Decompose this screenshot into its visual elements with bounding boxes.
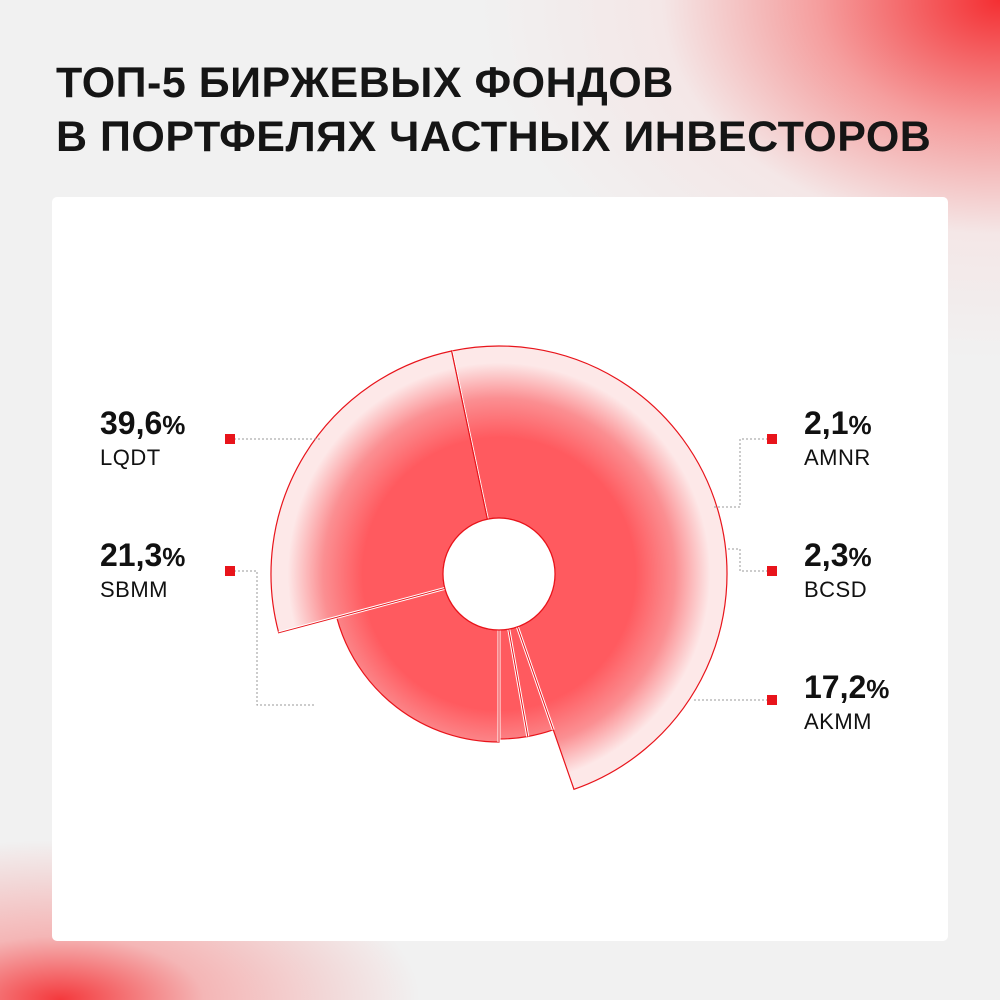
label-lqdt: 39,6% LQDT — [100, 405, 185, 471]
title-line-1: ТОП-5 БИРЖЕВЫХ ФОНДОВ — [56, 59, 674, 107]
label-sbmm: 21,3% SBMM — [100, 537, 185, 603]
label-amnr: 2,1% AMNR — [804, 405, 872, 471]
label-sbmm-name: SBMM — [100, 577, 168, 602]
marker-square-sbmm — [225, 566, 235, 576]
chart-card: 39,6% LQDT 21,3% SBMM 2,1% AMNR 2,3% BCS… — [52, 197, 948, 941]
leader-line-bcsd — [727, 548, 772, 572]
label-lqdt-name: LQDT — [100, 445, 161, 470]
marker-square-bcsd — [767, 566, 777, 576]
label-akmm: 17,2% AKMM — [804, 669, 889, 735]
slice-edge-amnr — [516, 626, 554, 730]
label-amnr-name: AMNR — [804, 445, 871, 470]
label-akmm-value: 17,2% — [804, 669, 890, 705]
donut-slices — [270, 345, 728, 791]
donut-hole — [442, 517, 556, 631]
label-amnr-value: 2,1% — [804, 405, 872, 441]
marker-square-lqdt — [225, 434, 235, 444]
label-bcsd-value: 2,3% — [804, 537, 872, 573]
label-akmm-name: AKMM — [804, 709, 872, 734]
label-bcsd: 2,3% BCSD — [804, 537, 872, 603]
leader-line-sbmm — [230, 570, 314, 706]
marker-square-akmm — [767, 695, 777, 705]
slice-edge-bcsd — [508, 629, 529, 737]
label-sbmm-value: 21,3% — [100, 537, 186, 573]
label-bcsd-name: BCSD — [804, 577, 868, 602]
title-line-2: В ПОРТФЕЛЯХ ЧАСТНЫХ ИНВЕСТОРОВ — [56, 113, 932, 161]
leader-line-amnr — [712, 438, 772, 508]
slice-edge-sbmm — [278, 587, 446, 634]
marker-square-amnr — [767, 434, 777, 444]
label-lqdt-value: 39,6% — [100, 405, 186, 441]
page-title: ТОП-5 БИРЖЕВЫХ ФОНДОВ В ПОРТФЕЛЯХ ЧАСТНЫ… — [56, 56, 956, 164]
leader-lines — [225, 434, 777, 706]
donut-chart — [225, 345, 777, 791]
